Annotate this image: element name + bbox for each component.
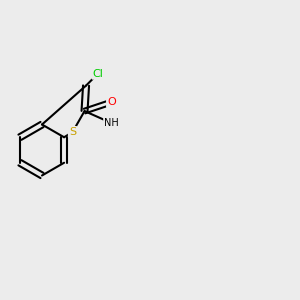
Text: S: S bbox=[69, 127, 76, 137]
Text: NH: NH bbox=[104, 118, 119, 128]
Text: Cl: Cl bbox=[93, 69, 104, 79]
Text: O: O bbox=[107, 97, 116, 107]
